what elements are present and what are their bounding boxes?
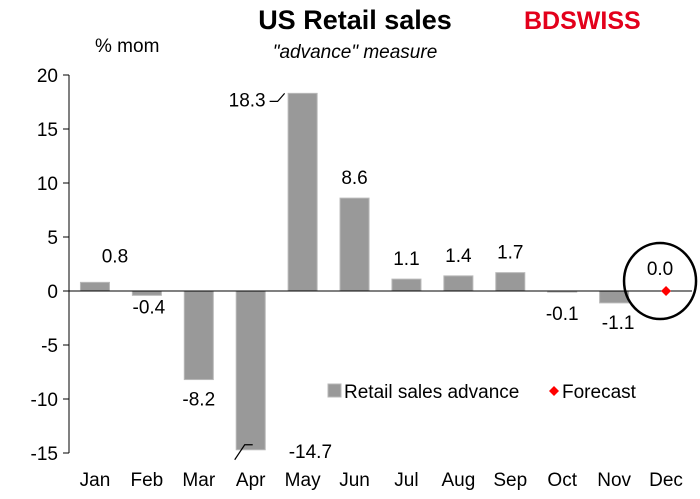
y-tick-label: 15	[37, 120, 58, 141]
data-label-jul: 1.1	[393, 249, 419, 270]
data-label-nov: -1.1	[602, 313, 635, 334]
x-tick-label-jul: Jul	[394, 470, 418, 491]
legend-swatch-retail-sales	[327, 383, 342, 398]
y-tick-label: -15	[31, 444, 58, 465]
x-tick-label-mar: Mar	[182, 470, 215, 491]
legend-label-retail-sales: Retail sales advance	[344, 382, 519, 403]
leader-line-may	[269, 92, 286, 102]
y-axis: 20 15 10 5 0 -5 -10 -15	[31, 66, 70, 465]
bar-nov	[599, 290, 630, 304]
x-tick-label-aug: Aug	[441, 470, 475, 491]
data-label-apr: -14.7	[289, 442, 332, 463]
bdswiss-logo: BDSWISS	[524, 7, 641, 35]
highlight-circle	[622, 241, 698, 321]
x-tick-label-may: May	[285, 470, 321, 491]
bar-jan	[79, 281, 110, 292]
x-tick-label-apr: Apr	[236, 470, 266, 491]
bar-mar	[183, 290, 214, 381]
bar-feb	[131, 290, 162, 296]
data-label-jun: 8.6	[341, 168, 367, 189]
x-tick-label-oct: Oct	[547, 470, 577, 491]
legend: Retail sales advance Forecast	[327, 382, 637, 403]
bar-apr	[235, 290, 266, 451]
bar-may	[287, 92, 318, 292]
leader-line-apr	[234, 444, 253, 461]
y-tick-label: 20	[37, 66, 58, 87]
y-tick-label: 0	[47, 282, 58, 303]
x-tick-label-jun: Jun	[339, 470, 370, 491]
y-tick-label: -5	[41, 336, 58, 357]
forecast-series	[622, 241, 698, 321]
logo-text: BDSWISS	[524, 7, 641, 35]
legend-marker-forecast	[549, 386, 559, 396]
data-label-dec: 0.0	[647, 259, 673, 280]
x-tick-label-nov: Nov	[597, 470, 631, 491]
y-axis-unit-label: % mom	[95, 36, 159, 57]
data-label-aug: 1.4	[445, 246, 472, 267]
legend-label-forecast: Forecast	[562, 382, 637, 403]
bar-jul	[391, 278, 422, 292]
x-tick-label-sep: Sep	[493, 470, 527, 491]
y-tick-label: -10	[31, 390, 58, 411]
data-label-oct: -0.1	[546, 304, 579, 325]
data-label-feb: -0.4	[133, 297, 166, 318]
x-axis: Jan Feb Mar Apr May Jun Jul Aug Sep Oct Nov Dec	[69, 290, 692, 491]
x-tick-label-dec: Dec	[649, 470, 683, 491]
y-tick-label: 5	[47, 228, 58, 249]
data-label-mar: -8.2	[182, 390, 215, 411]
logo-bd: BD	[524, 7, 560, 35]
data-labels: 0.8 -0.4 -8.2 -14.7 18.3 8.6 1.1 1.4 1.7 -0.1 -1.1…	[102, 90, 674, 462]
data-label-jan: 0.8	[102, 246, 128, 267]
bar-jun	[339, 197, 370, 292]
forecast-marker-dec	[661, 286, 672, 296]
bar-sep	[495, 272, 526, 292]
x-tick-label-jan: Jan	[80, 470, 111, 491]
data-label-sep: 1.7	[497, 243, 523, 264]
bar-series	[79, 92, 630, 451]
logo-swiss: SWISS	[560, 7, 641, 35]
chart-title: US Retail sales	[258, 5, 452, 35]
x-tick-label-feb: Feb	[131, 470, 164, 491]
data-label-may: 18.3	[229, 90, 266, 111]
chart-subtitle: "advance" measure	[273, 42, 438, 63]
y-tick-label: 10	[37, 174, 58, 195]
bar-aug	[443, 275, 474, 292]
